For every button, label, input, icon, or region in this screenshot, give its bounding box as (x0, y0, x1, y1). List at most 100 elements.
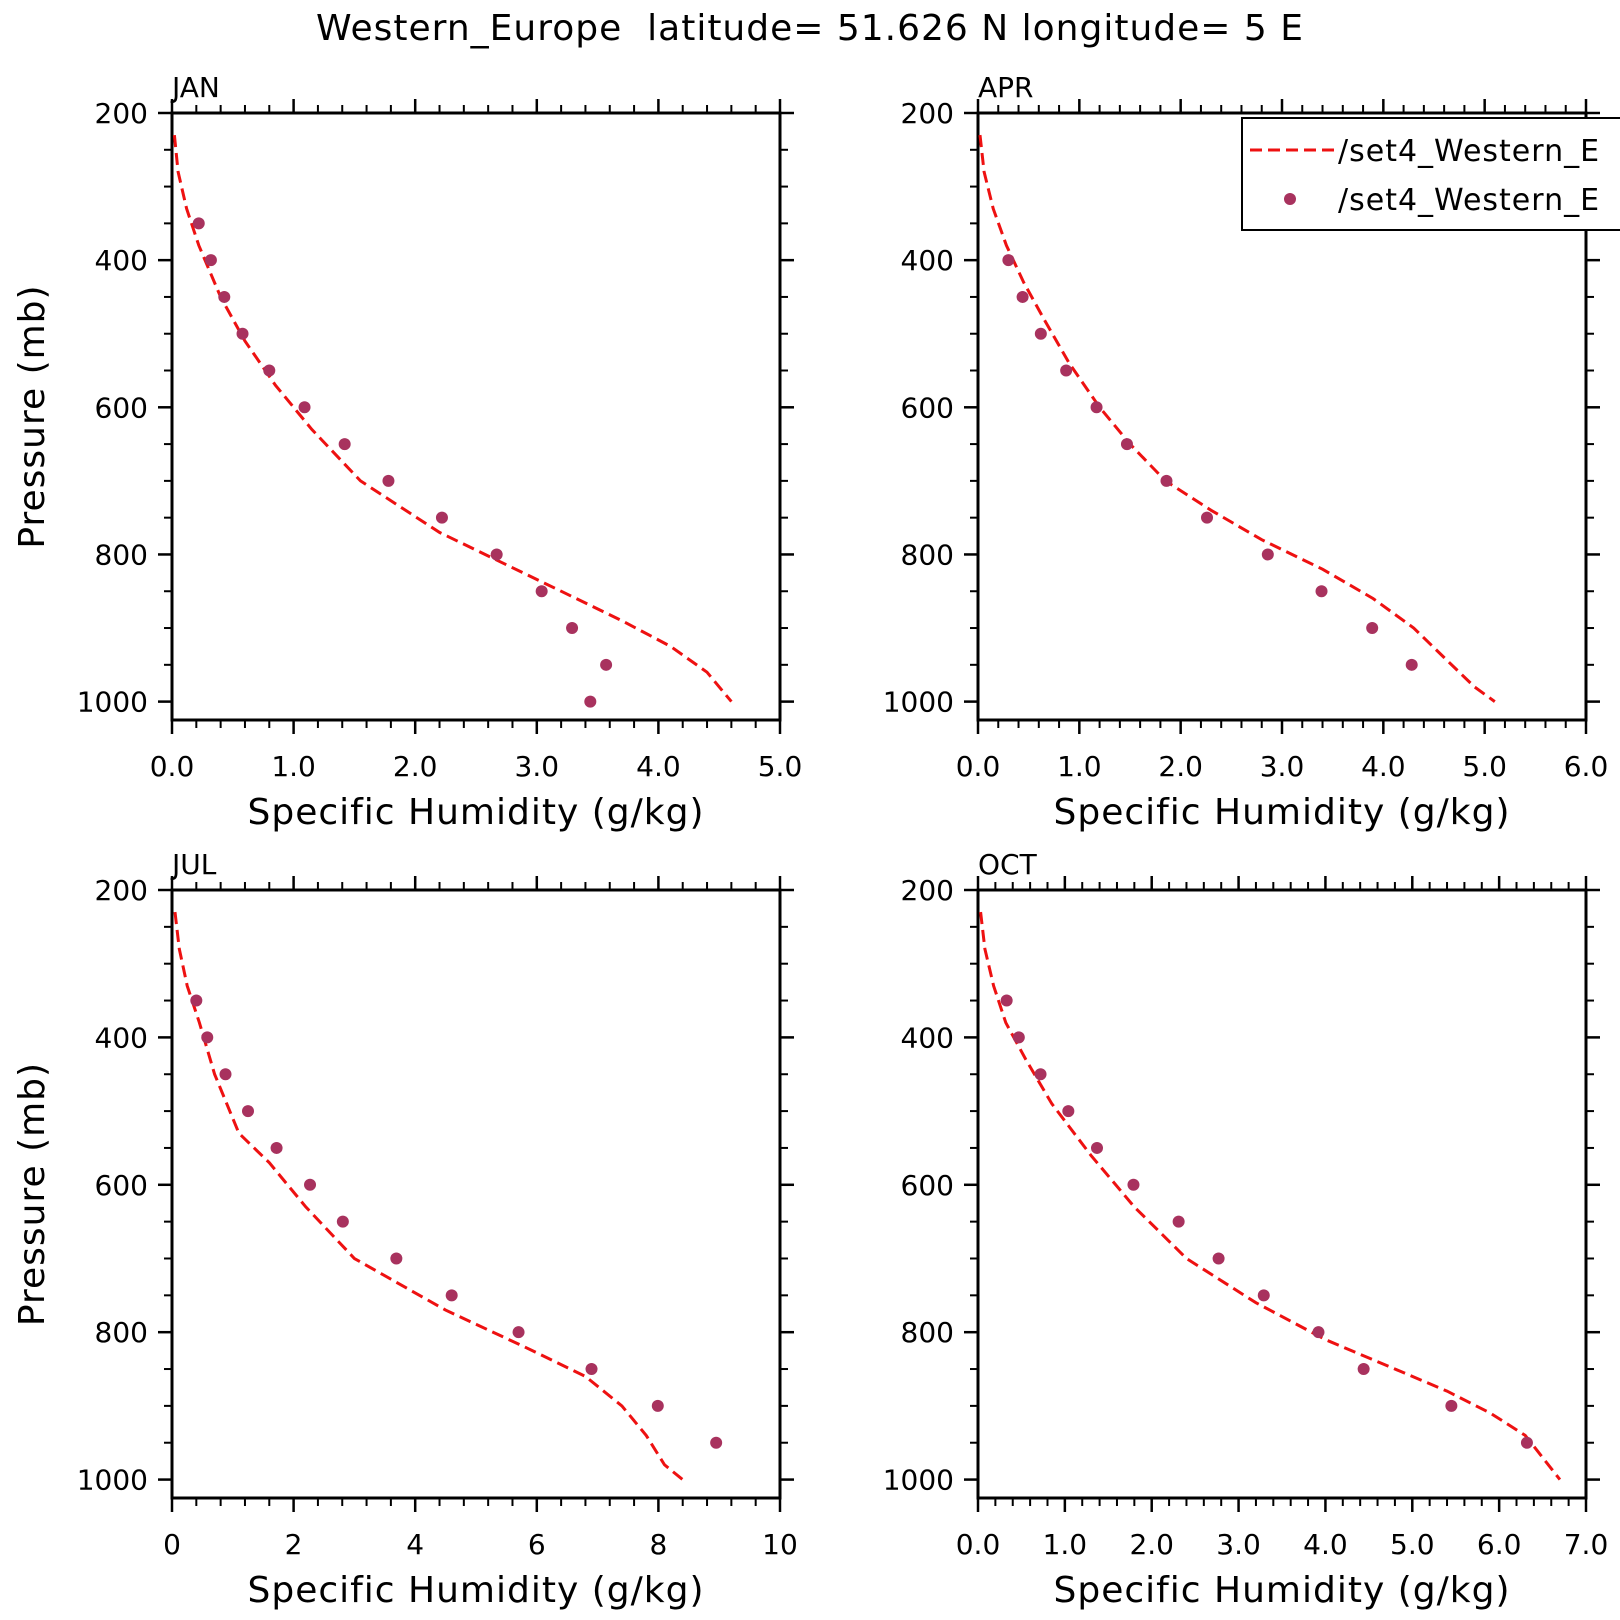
obs-point (190, 994, 203, 1007)
x-tick-label: 4.0 (1361, 750, 1406, 783)
y-axis-label: Pressure (mb) (12, 1062, 53, 1326)
y-tick-label: 400 (95, 244, 148, 277)
x-tick-label: 0.0 (956, 1528, 1001, 1561)
x-axis-label: Specific Humidity (g/kg) (1053, 792, 1510, 833)
obs-point (382, 474, 395, 487)
y-tick-label: 1000 (77, 1464, 148, 1497)
x-tick-label: 3.0 (1260, 750, 1305, 783)
obs-point (535, 585, 548, 598)
obs-point (1090, 1141, 1103, 1154)
x-tick-label: 0.0 (150, 750, 195, 783)
obs-point (512, 1326, 525, 1339)
panel-label: APR (978, 71, 1034, 104)
obs-point (1405, 658, 1418, 671)
y-tick-label: 1000 (77, 686, 148, 719)
legend-dot-swatch (1284, 193, 1296, 205)
x-tick-label: 3.0 (515, 750, 560, 783)
panel-label: OCT (978, 848, 1038, 881)
y-tick-label: 200 (901, 97, 954, 130)
obs-point (1257, 1289, 1270, 1302)
model-profile-line (172, 134, 733, 703)
obs-point (1201, 511, 1214, 524)
y-tick-label: 400 (901, 244, 954, 277)
obs-point (585, 1363, 598, 1376)
obs-point (1520, 1436, 1533, 1449)
plot-data (979, 911, 1562, 1481)
legend-entry-label: /set4_Western_E (1338, 183, 1600, 218)
obs-point (1002, 254, 1015, 267)
obs-point (201, 1031, 214, 1044)
obs-point (435, 511, 448, 524)
obs-point (236, 327, 249, 340)
figure-title: Western_Europe latitude= 51.626 N longit… (316, 8, 1304, 49)
obs-point (1120, 438, 1133, 451)
x-tick-label: 3.0 (1216, 1528, 1261, 1561)
obs-point (192, 217, 205, 230)
obs-point (1160, 474, 1173, 487)
plot-frame (170, 111, 782, 722)
y-tick-label: 600 (95, 1169, 148, 1202)
y-tick-label: 800 (901, 538, 954, 571)
obs-point (1062, 1105, 1075, 1118)
obs-point (336, 1215, 349, 1228)
obs-point (1012, 1031, 1025, 1044)
y-tick-label: 200 (901, 874, 954, 907)
obs-point (1172, 1215, 1185, 1228)
panel-jan: JAN 0.0 1.0 2.0 3.0 4.0 5.0 200 400 600 800 1000 Spe… (12, 71, 802, 833)
obs-point (1016, 290, 1029, 303)
model-profile-line (173, 911, 684, 1481)
plot-frame (976, 888, 1588, 1500)
x-tick-label: 2.0 (1129, 1528, 1174, 1561)
obs-point (710, 1436, 723, 1449)
obs-point (584, 695, 597, 708)
x-tick-label: 7.0 (1564, 1528, 1609, 1561)
panel-apr: APR 0.0 1.0 2.0 3.0 4.0 5.0 6.0 200 400 600 800 1000… (883, 71, 1609, 833)
panel-oct: OCT 0.0 1.0 2.0 3.0 4.0 5.0 6.0 7.0 200 400 600 800 1… (883, 848, 1609, 1611)
x-tick-label: 8 (649, 1528, 667, 1561)
obs-point (1261, 548, 1274, 561)
x-axis-label: Specific Humidity (g/kg) (247, 792, 704, 833)
obs-point (1212, 1252, 1225, 1265)
obs-point (1090, 401, 1103, 414)
y-tick-label: 600 (901, 391, 954, 424)
plot-frame (170, 888, 782, 1500)
x-tick-label: 4.0 (636, 750, 681, 783)
obs-point (490, 548, 503, 561)
panel-label: JAN (170, 71, 220, 104)
x-tick-label: 1.0 (1043, 1528, 1088, 1561)
obs-point (1445, 1399, 1458, 1412)
y-tick-label: 1000 (883, 1464, 954, 1497)
y-tick-label: 600 (95, 391, 148, 424)
x-tick-label: 5.0 (758, 750, 803, 783)
obs-point (600, 658, 613, 671)
panel-jul: JUL 0 2 4 6 8 10 200 400 600 800 1000 Specific Humid… (12, 848, 798, 1611)
obs-point (1127, 1178, 1140, 1191)
model-profile-line (979, 911, 1562, 1481)
obs-point (390, 1252, 403, 1265)
x-tick-label: 1.0 (271, 750, 316, 783)
obs-point (242, 1105, 254, 1118)
obs-point (1366, 622, 1379, 635)
y-tick-label: 400 (901, 1021, 954, 1054)
plot-data (172, 134, 733, 708)
y-tick-label: 200 (95, 97, 148, 130)
obs-point (1034, 327, 1047, 340)
x-tick-label: 2.0 (393, 750, 438, 783)
obs-point (1060, 364, 1073, 377)
obs-point (304, 1178, 317, 1191)
obs-point (1000, 994, 1013, 1007)
x-tick-label: 1.0 (1057, 750, 1102, 783)
y-tick-label: 800 (95, 538, 148, 571)
legend-box (1241, 117, 1620, 231)
x-tick-label: 0 (163, 1528, 181, 1561)
obs-point (445, 1289, 458, 1302)
obs-point (219, 1068, 232, 1081)
x-tick-label: 5.0 (1390, 1528, 1435, 1561)
y-tick-label: 600 (901, 1169, 954, 1202)
obs-point (1315, 585, 1328, 598)
x-tick-label: 6.0 (1564, 750, 1609, 783)
x-axis-label: Specific Humidity (g/kg) (1053, 1570, 1510, 1611)
obs-point (263, 364, 276, 377)
y-tick-label: 800 (95, 1316, 148, 1349)
